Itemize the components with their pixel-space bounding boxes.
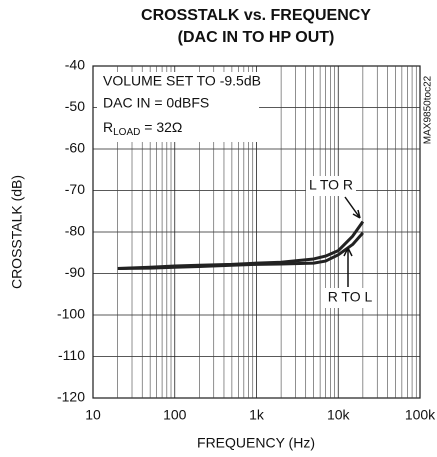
y-tick-label: -70: [65, 181, 85, 197]
arrow: [344, 196, 361, 219]
y-tick-label: -120: [57, 389, 85, 405]
x-tick-label: 100: [163, 407, 187, 423]
annotation: RLOAD = 32Ω: [103, 119, 182, 138]
series-label: L TO R: [309, 177, 353, 193]
y-tick-label: -90: [65, 264, 85, 280]
y-tick-label: -50: [65, 98, 85, 114]
x-axis-label: FREQUENCY (Hz): [197, 435, 315, 451]
y-tick-label: -60: [65, 140, 85, 156]
y-tick-label: -40: [65, 57, 85, 73]
series-label: R TO L: [328, 289, 373, 305]
arrow: [343, 247, 353, 287]
x-tick-label: 10k: [327, 407, 351, 423]
lines: [117, 220, 365, 271]
annotation-bg: [97, 72, 259, 142]
y-tick-label: -80: [65, 223, 85, 239]
y-tick-label: -110: [58, 347, 85, 363]
annotation: DAC IN = 0dBFS: [103, 95, 209, 111]
x-tick-label: 1k: [249, 407, 265, 423]
chart-title: CROSSTALK vs. FREQUENCY: [141, 7, 371, 24]
annotation: VOLUME SET TO -9.5dB: [103, 73, 261, 89]
y-axis-label: CROSSTALK (dB): [9, 175, 25, 289]
x-tick-label: 10: [85, 407, 101, 423]
y-tick-label: -100: [57, 306, 85, 322]
x-tick-label: 100k: [405, 407, 436, 423]
chart-subtitle: (DAC IN TO HP OUT): [178, 29, 335, 46]
label-bg: [325, 288, 375, 308]
series-line: [117, 231, 364, 271]
label-bg: [306, 176, 356, 196]
watermark: MAX9850toc22: [423, 75, 434, 144]
